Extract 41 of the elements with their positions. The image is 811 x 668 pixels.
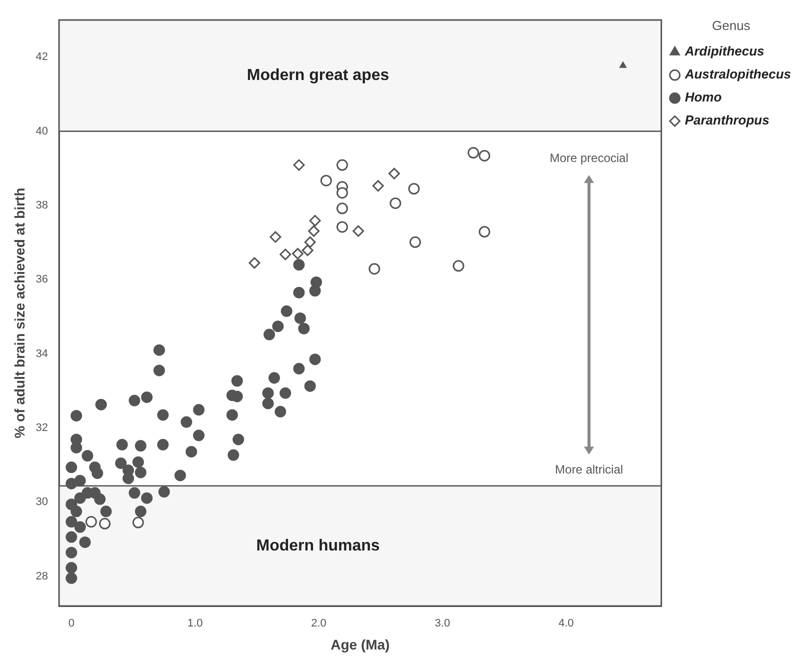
x-tick-label: 1.0: [187, 618, 203, 630]
point: [408, 183, 420, 195]
point: [368, 263, 380, 275]
y-tick-label: 34: [36, 348, 48, 360]
point: [409, 236, 421, 248]
point: [452, 260, 464, 272]
legend-title: Genus: [712, 18, 751, 34]
point: [336, 221, 348, 233]
y-tick-label: 30: [36, 496, 48, 508]
legend-label: Paranthropus: [684, 112, 770, 128]
y-tick-label: 32: [36, 422, 48, 434]
point: [390, 197, 402, 209]
legend-label: Ardipithecus: [684, 44, 764, 59]
band-label: Modern great apes: [246, 67, 390, 84]
point: [620, 62, 626, 68]
point: [132, 516, 144, 528]
point: [320, 174, 332, 186]
y-tick-label: 42: [36, 51, 48, 64]
x-tick-label: 2.0: [311, 618, 326, 630]
point: [478, 226, 490, 238]
legend-label: Homo: [684, 90, 722, 105]
point: [85, 516, 97, 528]
x-tick-label: 3.0: [434, 618, 450, 630]
y-tick-label: 36: [36, 274, 48, 286]
x-tick-label: 4.0: [558, 618, 574, 630]
point: [468, 147, 480, 159]
point: [336, 202, 348, 214]
annotation: More precocial: [550, 150, 628, 165]
y-tick-label: 38: [36, 199, 48, 212]
point: [99, 518, 111, 530]
y-tick-label: 28: [36, 570, 48, 582]
point: [478, 150, 490, 162]
legend-label: Australopithecus: [684, 66, 792, 82]
annotation: More altricial: [555, 462, 624, 477]
y-tick-label: 40: [36, 125, 48, 138]
y-axis-title: % of adult brain size achieved at birth: [11, 188, 28, 438]
x-axis-title: Age (Ma): [330, 636, 390, 652]
band-label: Modern humans: [256, 537, 380, 554]
point: [336, 187, 348, 199]
x-tick-label: 0: [68, 618, 74, 630]
point: [336, 159, 348, 171]
